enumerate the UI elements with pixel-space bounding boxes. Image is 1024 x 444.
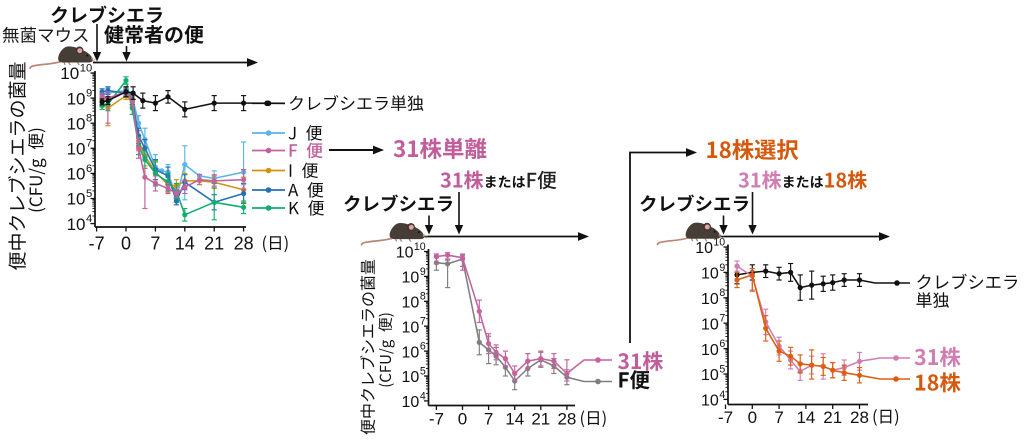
svg-text:28: 28 <box>850 408 869 427</box>
svg-text:14: 14 <box>505 410 524 429</box>
svg-text:7: 7 <box>420 316 426 328</box>
svg-text:10: 10 <box>402 270 420 287</box>
svg-text:14: 14 <box>175 234 195 254</box>
svg-text:10: 10 <box>67 114 86 133</box>
svg-text:0: 0 <box>458 410 467 429</box>
svg-text:0: 0 <box>121 234 131 254</box>
svg-text:-7: -7 <box>718 408 733 427</box>
svg-text:10: 10 <box>701 291 719 308</box>
svg-text:6: 6 <box>420 341 426 353</box>
svg-text:10: 10 <box>396 245 414 262</box>
svg-text:6: 6 <box>86 163 92 175</box>
svg-text:4: 4 <box>719 389 725 401</box>
svg-text:10: 10 <box>701 393 719 410</box>
svg-text:21: 21 <box>823 408 842 427</box>
svg-text:10: 10 <box>402 319 420 336</box>
svg-text:7: 7 <box>484 410 493 429</box>
svg-text:7: 7 <box>150 234 160 254</box>
svg-text:21: 21 <box>204 234 224 254</box>
svg-text:21: 21 <box>531 410 550 429</box>
svg-text:5: 5 <box>719 363 725 375</box>
svg-text:10: 10 <box>414 241 426 253</box>
svg-text:10: 10 <box>67 215 86 234</box>
svg-text:9: 9 <box>86 88 92 100</box>
svg-text:10: 10 <box>402 344 420 361</box>
svg-text:-7: -7 <box>429 410 444 429</box>
svg-text:10: 10 <box>80 62 92 74</box>
svg-text:14: 14 <box>796 408 815 427</box>
svg-text:10: 10 <box>701 342 719 359</box>
svg-text:7: 7 <box>86 138 92 150</box>
svg-text:4: 4 <box>420 390 426 402</box>
svg-text:7: 7 <box>774 408 783 427</box>
svg-text:10: 10 <box>402 394 420 411</box>
svg-text:10: 10 <box>701 367 719 384</box>
svg-text:28: 28 <box>234 234 254 254</box>
svg-text:28: 28 <box>557 410 576 429</box>
svg-text:10: 10 <box>67 140 86 159</box>
svg-text:10: 10 <box>402 295 420 312</box>
svg-text:7: 7 <box>719 313 725 325</box>
svg-text:10: 10 <box>701 266 719 283</box>
svg-text:9: 9 <box>420 266 426 278</box>
svg-text:5: 5 <box>420 365 426 377</box>
svg-text:-7: -7 <box>89 234 105 254</box>
svg-text:5: 5 <box>86 188 92 200</box>
svg-text:8: 8 <box>420 291 426 303</box>
svg-text:10: 10 <box>695 240 713 257</box>
svg-text:10: 10 <box>67 165 86 184</box>
svg-text:0: 0 <box>748 408 757 427</box>
svg-text:9: 9 <box>719 262 725 274</box>
svg-text:10: 10 <box>67 89 86 108</box>
svg-text:10: 10 <box>67 190 86 209</box>
svg-text:8: 8 <box>719 287 725 299</box>
svg-text:10: 10 <box>60 64 79 83</box>
svg-text:10: 10 <box>402 369 420 386</box>
svg-text:10: 10 <box>713 236 725 248</box>
svg-text:10: 10 <box>701 316 719 333</box>
svg-text:8: 8 <box>86 113 92 125</box>
svg-text:6: 6 <box>719 338 725 350</box>
svg-text:4: 4 <box>86 213 92 225</box>
